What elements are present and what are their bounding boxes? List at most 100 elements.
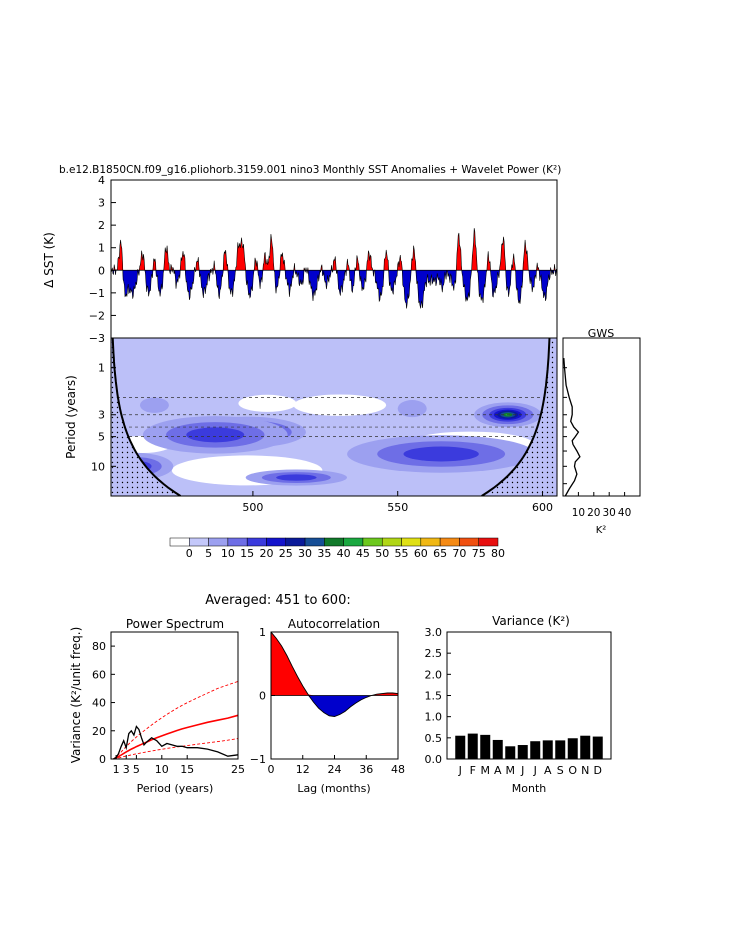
spectrum-lower-95 (113, 738, 239, 760)
main-title: b.e12.B1850CN.f09_g16.pliohorb.3159.001 … (59, 164, 561, 176)
autocorr-frame (270, 631, 399, 760)
spectrum-upper-95 (113, 680, 239, 760)
sst-ytick-label: 4 (98, 174, 105, 187)
colorbar-label: 5 (205, 547, 212, 560)
gws-xtick-label: 10 (572, 507, 585, 519)
wavelet-ylabel: Period (years) (64, 375, 78, 459)
wavelet-power-contour (139, 397, 169, 413)
spectrum-frame (110, 631, 239, 760)
variance-ytick-label: 0.0 (425, 753, 443, 766)
gws-frame (562, 337, 641, 497)
autocorr-xlabel: Lag (months) (297, 782, 370, 795)
variance-month-label: D (594, 764, 602, 777)
wavelet-frame (110, 337, 558, 497)
variance-ytick-label: 0.5 (425, 732, 443, 745)
colorbar-label: 0 (186, 547, 193, 560)
autocorr-xtick-label: 48 (391, 763, 405, 776)
wavelet-xtick-label: 600 (532, 501, 553, 514)
colorbar-swatch (401, 537, 422, 547)
spectrum-xtick-label: 10 (155, 763, 169, 776)
colorbar-label: 15 (240, 547, 254, 560)
colorbar-swatch (381, 537, 402, 547)
variance-bar (592, 736, 603, 759)
autocorr-line (270, 631, 399, 717)
spectrum-xtick-label: 3 (123, 763, 130, 776)
wavelet-low-region (238, 394, 297, 412)
colorbar-label: 45 (356, 547, 370, 560)
colorbar-swatch (420, 537, 441, 547)
colorbar: 0 5 10 15 20 25 30 35 40 45 50 55 60 65 70 75 80 (169, 537, 505, 560)
colorbar-label: 60 (414, 547, 428, 560)
variance-bar (567, 738, 578, 759)
autocorr-negative-area (271, 695, 398, 717)
wavelet-low-region (293, 394, 387, 416)
spectrum-ylabel: Variance (K²/unit freq.) (69, 627, 83, 764)
variance-month-label: M (506, 764, 516, 777)
colorbar-swatch (285, 537, 306, 547)
cone-of-influence-right (481, 338, 557, 496)
variance-month-label: M (481, 764, 491, 777)
colorbar-label: 70 (452, 547, 466, 560)
colorbar-label: 30 (298, 547, 312, 560)
spectrum-xtick-label: 1 (113, 763, 120, 776)
colorbar-label: 65 (433, 547, 447, 560)
spectrum-line (113, 725, 239, 760)
variance-bar (467, 733, 478, 759)
spectrum-panel: 0 20 40 60 80 1 3 5 10 15 25 Power Spectrum Varian… (69, 617, 245, 795)
sst-cold-area (111, 270, 557, 309)
variance-bar (542, 740, 553, 759)
variance-month-label: A (544, 764, 552, 777)
colorbar-label: 10 (221, 547, 235, 560)
autocorr-ytick-label: 0 (259, 690, 266, 703)
wavelet-power-contour (186, 427, 245, 443)
colorbar-label: 55 (395, 547, 409, 560)
coi-curve-right (481, 338, 551, 496)
gws-panel: 10 20 30 40 GWS K² (562, 327, 641, 536)
sst-ytick-label: 3 (98, 197, 105, 210)
spectrum-ytick-label: 60 (92, 668, 106, 681)
variance-month-label: J (533, 764, 537, 777)
autocorr-xtick-label: 36 (359, 763, 373, 776)
gws-xlabel: K² (596, 525, 607, 536)
variance-month-label: F (470, 764, 476, 777)
variance-month-label: A (494, 764, 502, 777)
sst-ytick-label: −3 (89, 332, 105, 345)
spectrum-ytick-label: 0 (99, 753, 106, 766)
sst-ytick-label: −1 (89, 287, 105, 300)
colorbar-swatch (343, 537, 364, 547)
colorbar-swatch (304, 537, 325, 547)
colorbar-swatch (362, 537, 383, 547)
autocorr-xtick-label: 0 (268, 763, 275, 776)
colorbar-label: 25 (279, 547, 293, 560)
variance-month-label: J (520, 764, 524, 777)
variance-ytick-label: 2.5 (425, 647, 443, 660)
sst-ytick-label: 1 (98, 242, 105, 255)
colorbar-swatch (459, 537, 479, 547)
variance-month-label: N (581, 764, 589, 777)
spectrum-title: Power Spectrum (126, 617, 224, 631)
spectrum-ytick-label: 40 (92, 697, 106, 710)
colorbar-label: 80 (491, 547, 505, 560)
colorbar-swatch (227, 537, 248, 547)
colorbar-label: 20 (259, 547, 273, 560)
colorbar-swatch (189, 537, 209, 547)
wavelet-ytick-label: 3 (98, 409, 105, 422)
variance-title: Variance (K²) (492, 614, 570, 628)
averaged-title: Averaged: 451 to 600: (205, 593, 350, 608)
gws-xtick-label: 40 (618, 507, 631, 519)
gws-title: GWS (588, 327, 614, 340)
variance-bar (580, 735, 591, 759)
autocorr-panel: 10−10 12 24 36 48 Autocorrelation Lag (month… (250, 617, 405, 795)
colorbar-label: 40 (337, 547, 351, 560)
variance-ytick-label: 3.0 (425, 626, 443, 639)
gws-xtick-label: 30 (603, 507, 616, 519)
colorbar-label: 35 (317, 547, 331, 560)
spectrum-xlabel: Period (years) (137, 782, 214, 795)
sst-ytick-label: 0 (98, 264, 105, 277)
variance-month-label: O (568, 764, 577, 777)
spectrum-ytick-label: 20 (92, 725, 106, 738)
wavelet-xtick-label: 550 (387, 501, 408, 514)
wavelet-ytick-label: 1 (98, 362, 105, 375)
variance-bar (480, 734, 491, 759)
